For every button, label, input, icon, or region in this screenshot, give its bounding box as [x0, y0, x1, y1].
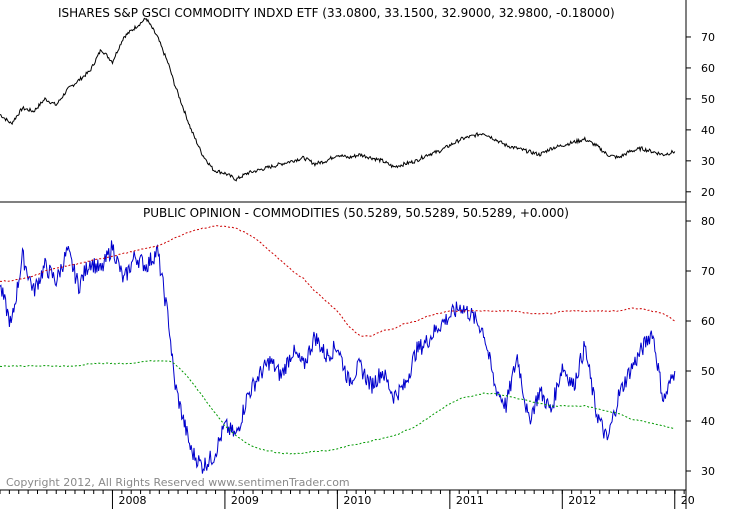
- price-panel-title: ISHARES S&P GSCI COMMODITY INDXD ETF (33…: [58, 6, 615, 20]
- y-tick-label: 40: [701, 415, 715, 428]
- x-tick-label: 2012: [568, 494, 596, 507]
- y-tick-label: 30: [701, 155, 715, 168]
- copyright-text: Copyright 2012, All Rights Reserved www.…: [6, 476, 350, 489]
- price-series-group: [0, 17, 676, 182]
- price-panel: ISHARES S&P GSCI COMMODITY INDXD ETF (33…: [0, 6, 715, 199]
- opinion-y-ticks: 30 40 50 60 70 80: [686, 215, 715, 478]
- y-tick-label: 30: [701, 465, 715, 478]
- y-tick-label: 80: [701, 215, 715, 228]
- y-tick-label: 50: [701, 93, 715, 106]
- y-tick-label: 60: [701, 315, 715, 328]
- y-tick-label: 50: [701, 365, 715, 378]
- opinion-series-group: [0, 225, 676, 474]
- x-tick-label: 2010: [343, 494, 371, 507]
- opinion-panel-title: PUBLIC OPINION - COMMODITIES (50.5289, 5…: [143, 206, 569, 220]
- series-line-1: [0, 225, 676, 337]
- y-tick-label: 40: [701, 124, 715, 137]
- x-tick-label: 20: [681, 494, 695, 507]
- opinion-panel: PUBLIC OPINION - COMMODITIES (50.5289, 5…: [0, 206, 715, 478]
- x-tick-label: 2011: [456, 494, 484, 507]
- x-tick-label: 2008: [118, 494, 146, 507]
- series-line-0: [0, 240, 676, 474]
- x-tick-label: 2009: [231, 494, 259, 507]
- y-tick-label: 70: [701, 31, 715, 44]
- y-tick-label: 20: [701, 186, 715, 199]
- y-tick-label: 70: [701, 265, 715, 278]
- y-tick-label: 60: [701, 62, 715, 75]
- price-y-ticks: 20 30 40 50 60 70: [686, 31, 715, 199]
- series-line-0: [0, 17, 676, 182]
- x-axis: 2008 2009 2010 2011 2012 20: [0, 490, 695, 509]
